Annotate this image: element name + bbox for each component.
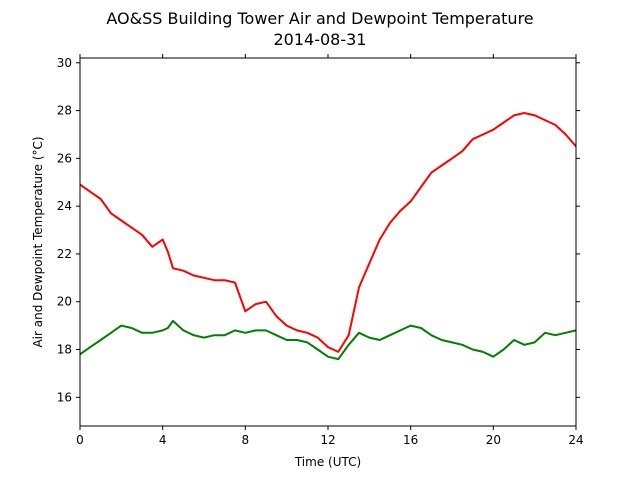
series-layer [79, 112, 577, 361]
x-tick-label: 0 [76, 433, 84, 447]
y-tick-label: 16 [57, 390, 72, 404]
y-tick-label: 26 [57, 151, 72, 165]
plot-frame [79, 57, 577, 427]
series-line-0 [79, 112, 577, 353]
x-tick-label: 12 [320, 433, 335, 447]
x-tick-label: 20 [486, 433, 501, 447]
x-tick-label: 24 [568, 433, 583, 447]
chart-title: AO&SS Building Tower Air and Dewpoint Te… [106, 9, 533, 28]
chart-subtitle: 2014-08-31 [274, 30, 367, 49]
y-tick-label: 18 [57, 343, 72, 357]
series-line-1 [79, 319, 577, 361]
y-tick-label: 20 [57, 295, 72, 309]
y-tick-label: 24 [57, 199, 72, 213]
x-tick-label: 4 [159, 433, 167, 447]
x-axis-ticks: 0 4 8 12 16 20 24 [76, 54, 584, 447]
y-tick-label: 22 [57, 247, 72, 261]
y-tick-label: 30 [57, 56, 72, 70]
y-axis-ticks: 16 18 20 22 24 26 28 30 [57, 56, 580, 404]
x-tick-label: 8 [242, 433, 250, 447]
y-tick-label: 28 [57, 104, 72, 118]
x-tick-label: 16 [403, 433, 418, 447]
y-axis-label: Air and Dewpoint Temperature (°C) [31, 136, 45, 347]
x-axis-label: Time (UTC) [294, 455, 361, 469]
